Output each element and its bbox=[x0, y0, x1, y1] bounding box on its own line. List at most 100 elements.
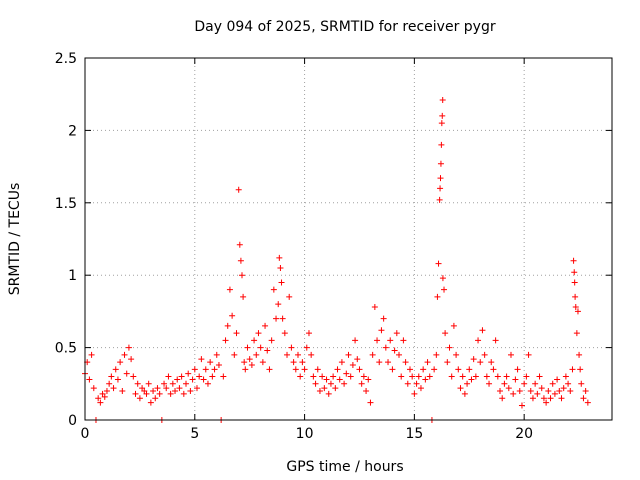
data-point bbox=[345, 351, 352, 358]
data-point bbox=[183, 380, 190, 387]
data-point bbox=[584, 399, 591, 406]
data-point bbox=[277, 264, 284, 271]
data-point bbox=[310, 373, 317, 380]
data-point bbox=[119, 388, 126, 395]
data-point bbox=[268, 337, 275, 344]
data-point bbox=[475, 337, 482, 344]
data-point bbox=[417, 385, 424, 392]
data-point bbox=[382, 344, 389, 351]
data-point bbox=[363, 388, 370, 395]
data-point bbox=[488, 359, 495, 366]
data-point bbox=[523, 373, 530, 380]
data-point bbox=[262, 322, 269, 329]
data-point bbox=[404, 380, 411, 387]
data-point bbox=[242, 366, 249, 373]
data-point bbox=[176, 385, 183, 392]
data-point bbox=[198, 356, 205, 363]
data-point bbox=[505, 385, 512, 392]
data-point bbox=[237, 257, 244, 264]
data-point bbox=[187, 388, 194, 395]
data-point bbox=[200, 376, 207, 383]
data-point bbox=[510, 390, 517, 397]
data-point bbox=[239, 272, 246, 279]
data-point bbox=[448, 373, 455, 380]
data-point bbox=[572, 293, 579, 300]
data-point bbox=[180, 390, 187, 397]
data-point bbox=[330, 373, 337, 380]
data-point bbox=[450, 322, 457, 329]
data-point bbox=[117, 359, 124, 366]
data-point bbox=[549, 380, 556, 387]
data-point bbox=[292, 366, 299, 373]
data-point bbox=[354, 356, 361, 363]
data-point bbox=[433, 351, 440, 358]
data-point bbox=[374, 337, 381, 344]
data-point bbox=[424, 359, 431, 366]
data-point bbox=[396, 351, 403, 358]
data-point bbox=[325, 390, 332, 397]
data-point bbox=[303, 344, 310, 351]
data-point bbox=[211, 366, 218, 373]
data-point bbox=[191, 366, 198, 373]
data-point bbox=[276, 254, 283, 261]
data-point bbox=[422, 376, 429, 383]
data-point bbox=[288, 344, 295, 351]
data-point bbox=[224, 322, 231, 329]
data-point bbox=[163, 385, 170, 392]
x-tick-label: 15 bbox=[405, 426, 423, 442]
data-point bbox=[556, 388, 563, 395]
data-point bbox=[321, 385, 328, 392]
data-point bbox=[571, 269, 578, 276]
data-point bbox=[365, 376, 372, 383]
data-point bbox=[136, 395, 143, 402]
plot-frame bbox=[84, 57, 613, 421]
data-point bbox=[341, 380, 348, 387]
data-point bbox=[538, 385, 545, 392]
data-point bbox=[437, 160, 444, 167]
data-point bbox=[338, 359, 345, 366]
data-point bbox=[88, 351, 95, 358]
data-point bbox=[444, 359, 451, 366]
data-point bbox=[518, 402, 525, 409]
data-point bbox=[409, 373, 416, 380]
data-point bbox=[455, 366, 462, 373]
data-point bbox=[426, 373, 433, 380]
data-point bbox=[490, 366, 497, 373]
data-point bbox=[492, 337, 499, 344]
data-point bbox=[543, 399, 550, 406]
data-point bbox=[156, 390, 163, 397]
data-point bbox=[174, 376, 181, 383]
data-point bbox=[570, 257, 577, 264]
data-point bbox=[316, 388, 323, 395]
y-tick-label: 0.5 bbox=[55, 341, 77, 357]
data-point bbox=[436, 196, 443, 203]
data-point bbox=[437, 185, 444, 192]
data-point bbox=[273, 315, 280, 322]
data-point bbox=[213, 351, 220, 358]
data-point bbox=[114, 376, 121, 383]
data-point bbox=[264, 347, 271, 354]
data-point bbox=[420, 366, 427, 373]
data-point bbox=[327, 380, 334, 387]
data-point bbox=[312, 380, 319, 387]
data-point bbox=[525, 351, 532, 358]
data-point bbox=[501, 380, 508, 387]
data-point bbox=[152, 395, 159, 402]
data-point bbox=[125, 344, 132, 351]
data-point bbox=[308, 351, 315, 358]
data-point bbox=[314, 366, 321, 373]
data-point bbox=[536, 373, 543, 380]
data-point bbox=[411, 390, 418, 397]
data-point bbox=[251, 337, 258, 344]
data-point bbox=[470, 356, 477, 363]
data-point bbox=[86, 376, 93, 383]
data-point bbox=[165, 373, 172, 380]
data-point bbox=[123, 370, 130, 377]
data-point bbox=[439, 112, 446, 119]
data-point bbox=[503, 373, 510, 380]
data-point bbox=[229, 312, 236, 319]
data-point bbox=[236, 241, 243, 248]
data-point bbox=[376, 359, 383, 366]
data-point bbox=[439, 96, 446, 103]
data-point bbox=[369, 351, 376, 358]
